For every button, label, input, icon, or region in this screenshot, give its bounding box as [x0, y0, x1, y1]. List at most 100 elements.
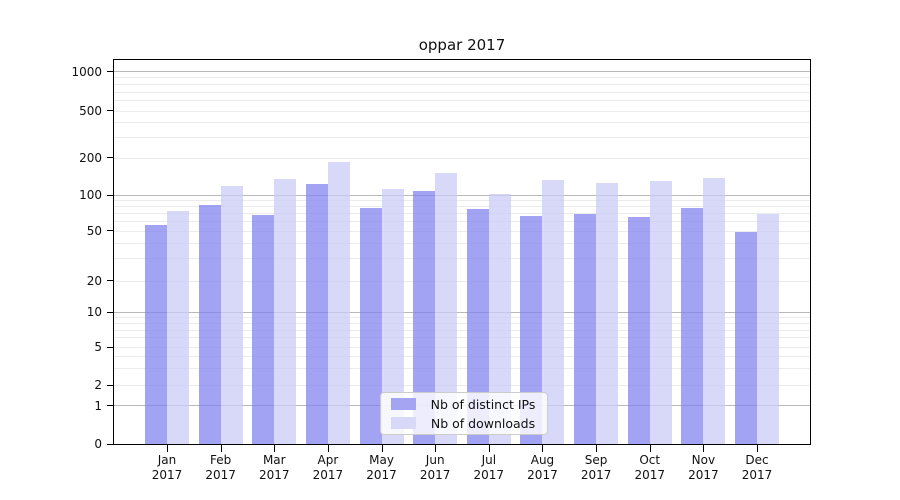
legend-label: Nb of downloads: [430, 415, 536, 431]
gridline-minor: [114, 258, 810, 260]
chart-title: oppar 2017: [418, 36, 506, 54]
legend-row: Nb of distinct IPs: [391, 396, 541, 413]
gridline-minor: [114, 121, 810, 123]
x-tick-label: Apr 2017: [312, 453, 344, 482]
gridline-minor: [114, 213, 810, 215]
bar: [466, 209, 489, 444]
x-tick: [435, 445, 437, 452]
x-tick-label: Sep 2017: [580, 453, 612, 482]
bar: [274, 179, 297, 444]
y-tick: [107, 194, 114, 196]
bar: [703, 178, 726, 444]
legend-row: Nb of downloads: [391, 415, 541, 432]
gridline-minor: [114, 316, 810, 318]
gridline-minor: [114, 199, 810, 201]
plot-area: [113, 59, 811, 445]
x-tick: [596, 445, 598, 452]
y-tick-label: 20: [86, 273, 102, 288]
x-tick: [274, 445, 276, 452]
y-tick-label: 500: [79, 103, 102, 118]
x-tick-label: Jan 2017: [151, 453, 183, 482]
bar: [681, 207, 704, 444]
gridline-minor: [114, 322, 810, 324]
bar: [757, 213, 779, 444]
x-tick-label: Mar 2017: [258, 453, 290, 482]
gridline-minor: [114, 346, 810, 348]
x-tick: [703, 445, 705, 452]
y-tick-label: 200: [79, 150, 102, 165]
gridline-minor: [114, 221, 810, 223]
gridline-minor: [114, 337, 810, 339]
x-tick: [327, 445, 329, 452]
bar: [145, 225, 167, 444]
y-tick: [107, 157, 114, 159]
y-tick-label: 10: [86, 305, 102, 319]
y-tick-label: 5: [94, 340, 102, 354]
x-tick: [757, 445, 758, 452]
y-tick-label: 1: [94, 398, 102, 413]
y-tick: [107, 280, 114, 282]
gridline-major: [114, 311, 810, 313]
bar: [649, 181, 672, 444]
y-tick: [107, 311, 114, 313]
y-tick-label: 100: [79, 188, 102, 202]
bar: [488, 194, 511, 444]
x-tick-label: May 2017: [366, 453, 397, 482]
y-tick-label: 2: [94, 378, 102, 393]
bar: [198, 204, 221, 444]
bar: [627, 217, 650, 444]
bar: [413, 190, 436, 444]
gridline-minor: [114, 157, 810, 159]
y-tick: [107, 405, 114, 407]
y-tick: [107, 110, 114, 112]
y-tick-label: 0: [94, 437, 102, 451]
y-tick: [107, 230, 114, 232]
legend-label: Nb of distinct IPs: [430, 396, 536, 412]
y-tick-label: 1000: [71, 64, 102, 79]
y-tick: [107, 384, 114, 386]
gridline-major: [114, 71, 810, 73]
y-tick: [107, 346, 114, 348]
gridline-minor: [114, 384, 810, 386]
bar: [305, 183, 328, 444]
bar: [359, 207, 382, 444]
x-tick-label: Jun 2017: [419, 453, 451, 482]
x-tick-label: Nov 2017: [688, 453, 719, 482]
legend: Nb of distinct IPs Nb of downloads: [380, 392, 548, 435]
bar: [252, 215, 275, 444]
bar: [596, 182, 619, 444]
bars-layer: [114, 60, 810, 444]
x-tick: [649, 445, 651, 452]
gridline-minor: [114, 77, 810, 79]
bar: [735, 232, 757, 444]
x-tick: [381, 445, 383, 452]
gridline-major: [114, 194, 810, 196]
x-tick-label: Feb 2017: [205, 453, 236, 482]
gridline-minor: [114, 280, 810, 282]
gridline-minor: [114, 230, 810, 232]
x-tick-label: Oct 2017: [634, 453, 665, 482]
gridline-minor: [114, 242, 810, 244]
gridline-minor: [114, 206, 810, 208]
legend-swatch-downloads: [391, 417, 416, 429]
x-tick: [220, 445, 222, 452]
x-tick-label: Dec 2017: [741, 453, 773, 482]
bar: [220, 186, 243, 444]
bar: [542, 180, 565, 444]
y-tick-label: 50: [86, 223, 102, 238]
bar: [520, 215, 543, 444]
y-tick: [107, 71, 114, 73]
x-tick: [488, 445, 490, 452]
gridline-minor: [114, 367, 810, 369]
y-tick: [107, 443, 114, 445]
x-tick: [167, 445, 168, 452]
gridline-minor: [114, 355, 810, 357]
bar: [574, 213, 597, 444]
x-tick-label: Jul 2017: [473, 453, 505, 482]
gridline-minor: [114, 91, 810, 93]
legend-swatch-distinct-ips: [391, 398, 416, 410]
x-tick: [542, 445, 544, 452]
x-tick-label: Aug 2017: [527, 453, 558, 482]
gridline-minor: [114, 136, 810, 138]
